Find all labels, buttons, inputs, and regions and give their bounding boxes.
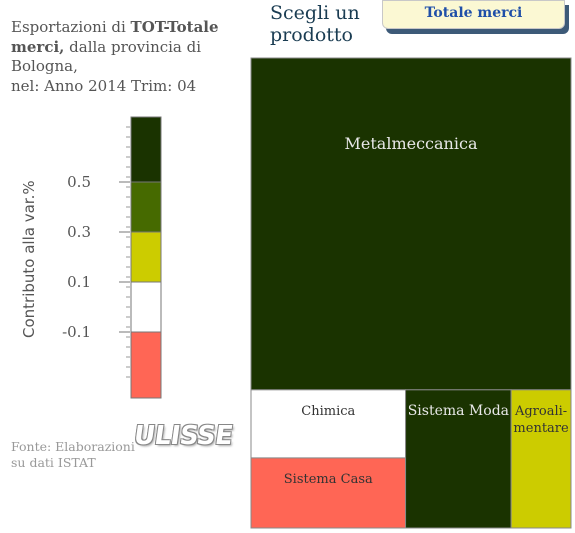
treemap-label: mentare xyxy=(513,421,569,436)
treemap-tile[interactable] xyxy=(405,389,512,529)
treemap-label: Metalmeccanica xyxy=(345,134,478,153)
legend-band xyxy=(130,331,162,399)
product-select-button[interactable]: Totale merci xyxy=(382,0,565,29)
legend-band xyxy=(130,181,162,233)
treemap-label: Sistema Moda xyxy=(408,403,509,419)
legend-band xyxy=(130,116,162,183)
product-prompt: Scegli un prodotto xyxy=(270,2,360,46)
treemap-label: Chimica xyxy=(301,404,355,419)
legend-tick-label: 0.5 xyxy=(67,173,91,191)
legend-tick-label: 0.1 xyxy=(67,273,91,291)
chart-title: Esportazioni di TOT-Totale merci, dalla … xyxy=(11,18,219,95)
treemap-tile[interactable] xyxy=(250,57,572,391)
treemap-label: Sistema Casa xyxy=(284,472,373,487)
treemap-tile[interactable] xyxy=(510,389,572,529)
treemap-tile[interactable] xyxy=(250,457,407,529)
color-legend: 0.5 0.3 0.1 -0.1 xyxy=(62,116,162,399)
legend-tick-label: -0.1 xyxy=(62,323,91,341)
treemap-label: Agroali- xyxy=(514,404,567,419)
legend-tick-label: 0.3 xyxy=(67,223,91,241)
source-note: Fonte: Elaborazioni su dati ISTAT xyxy=(11,439,135,470)
legend-band xyxy=(130,281,162,333)
title-product: TOT-Totale merci, xyxy=(11,18,219,56)
treemap-tile[interactable] xyxy=(250,389,407,459)
